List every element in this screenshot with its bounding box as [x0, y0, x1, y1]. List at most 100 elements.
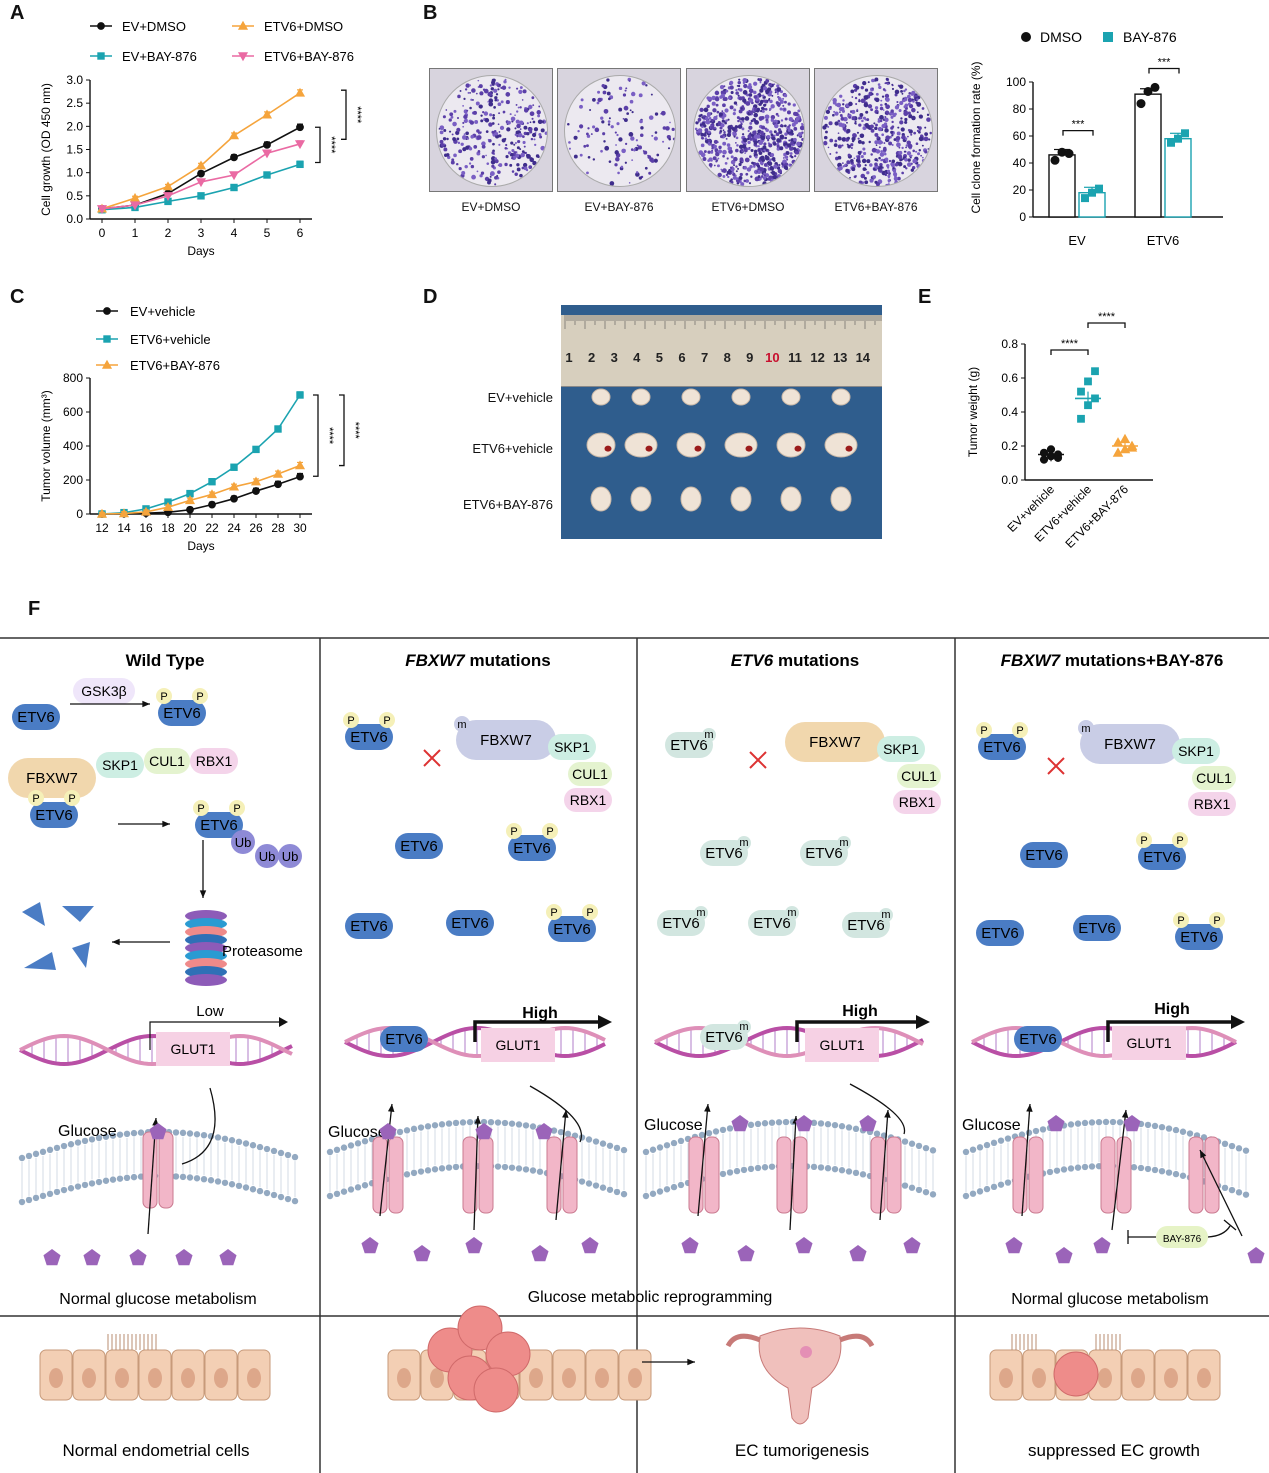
ruler: 1 2 3 4 5 6 7 8 9 10 11 12 13 14 [561, 315, 882, 387]
ruler-number: 14 [856, 350, 871, 365]
photo-row-label: ETV6+vehicle [472, 441, 553, 456]
significance-label: **** [325, 136, 337, 154]
tumor [586, 432, 616, 458]
x-tick-label: 5 [264, 226, 271, 240]
lipid-head [60, 1186, 68, 1194]
y-tick-label: 2.0 [66, 119, 83, 133]
lipid-head [172, 1129, 180, 1136]
data-point [103, 335, 111, 343]
lipid-head [606, 1142, 614, 1149]
lipid-head [263, 1145, 271, 1153]
phospho-label: P [32, 793, 39, 805]
lipid-head [487, 1118, 495, 1126]
glut1-label: GLUT1 [495, 1037, 540, 1053]
x-tick-label: 12 [95, 521, 109, 535]
ubiquitin [255, 844, 279, 868]
data-point [103, 307, 111, 315]
data-point [296, 123, 304, 132]
skp1-protein [1172, 738, 1220, 764]
data-point [237, 52, 249, 62]
glucose-molecule [531, 1245, 549, 1262]
rbx1-protein-label: RBX1 [570, 792, 607, 808]
colony-caption: EV+DMSO [461, 200, 521, 214]
etv6-protein [345, 724, 393, 750]
gsk3b-protein [73, 678, 135, 704]
lipid-head [761, 1120, 769, 1127]
cul1-protein-label: CUL1 [1196, 770, 1232, 786]
etv6-protein-label: ETV6 [513, 840, 551, 857]
lipid-head [613, 1188, 621, 1196]
glucose-molecule [1055, 1247, 1073, 1264]
data-point [1112, 437, 1124, 447]
lipid-head [1221, 1184, 1229, 1192]
lipid-head [922, 1188, 930, 1196]
ruler-number: 8 [724, 350, 731, 365]
cell-nucleus [430, 1368, 444, 1388]
lipid-head [1039, 1126, 1047, 1133]
lipid-head [649, 1146, 657, 1153]
lipid-head [1228, 1186, 1236, 1194]
arrow-head [199, 890, 207, 898]
lipid-head [522, 1166, 530, 1173]
tumor-blood [745, 445, 753, 452]
data-point [1046, 452, 1056, 461]
block-cross [1047, 757, 1065, 775]
mechanism-scheme: Wild Type FBXW7 mutations ETV6 mutations FB… [0, 637, 1269, 1473]
legend-label: ETV6+BAY-876 [264, 49, 354, 64]
lipid-head [620, 1146, 628, 1154]
lipid-head [410, 1169, 418, 1177]
column-header: FBXW7 mutations+BAY-876 [1001, 651, 1224, 670]
cell-nucleus [628, 1368, 642, 1388]
lipid-head [1137, 1164, 1145, 1172]
significance-bracket [1148, 67, 1180, 74]
lipid-head [831, 1165, 839, 1173]
arrow-line [1021, 1103, 1031, 1217]
lipid-head [109, 1176, 117, 1183]
phospho-site [582, 904, 598, 920]
phospho-site [1012, 722, 1028, 738]
glut1-gene [156, 1032, 230, 1066]
glut1-transporter [478, 1136, 494, 1214]
y-tick-label: 80 [1013, 102, 1027, 116]
skp1-protein-label: SKP1 [554, 739, 590, 755]
etv6-protein-label: ETV6 [400, 838, 438, 855]
tumor [724, 432, 758, 458]
y-tick-label: 40 [1013, 156, 1027, 170]
etv6-protein [976, 920, 1024, 946]
lipid-head [18, 1154, 26, 1162]
glut1-label: GLUT1 [170, 1041, 215, 1057]
lipid-head [983, 1185, 991, 1193]
lipid-head [1053, 1167, 1061, 1174]
lipid-head [1032, 1127, 1040, 1135]
lipid-head [207, 1177, 215, 1184]
arrow-head [1200, 1150, 1207, 1159]
lipid-head [256, 1143, 264, 1151]
arrow-line [1199, 1149, 1243, 1237]
cell-nucleus [82, 1368, 96, 1388]
data-point [296, 391, 304, 399]
colony-plate [429, 68, 553, 192]
lipid-head [845, 1124, 853, 1131]
data-point [1077, 387, 1085, 396]
phospho-label: P [1140, 835, 1147, 847]
x-tick-label: 0 [99, 226, 106, 240]
x-tick-label: EV [1068, 233, 1086, 248]
data-point [252, 487, 260, 495]
fbxw7-protein-label: FBXW7 [26, 770, 78, 787]
ruler-number: 6 [678, 350, 685, 365]
lipid-head [852, 1125, 860, 1133]
transcription-arrow [473, 1020, 600, 1042]
data-point [1050, 155, 1060, 165]
skp1-protein-label: SKP1 [102, 757, 138, 773]
mutation-label: m [739, 837, 748, 849]
phospho-site [229, 800, 245, 816]
cell-nucleus [1032, 1368, 1046, 1388]
legend-label: ETV6+vehicle [130, 332, 211, 347]
glucose-molecule [465, 1237, 483, 1254]
legend-label: EV+vehicle [130, 304, 195, 319]
etv6-protein-label: ETV6 [1025, 847, 1063, 864]
ruler-number: 4 [633, 350, 641, 365]
lipid-head [599, 1140, 607, 1147]
significance-bracket [339, 394, 345, 467]
lipid-head [347, 1186, 355, 1193]
